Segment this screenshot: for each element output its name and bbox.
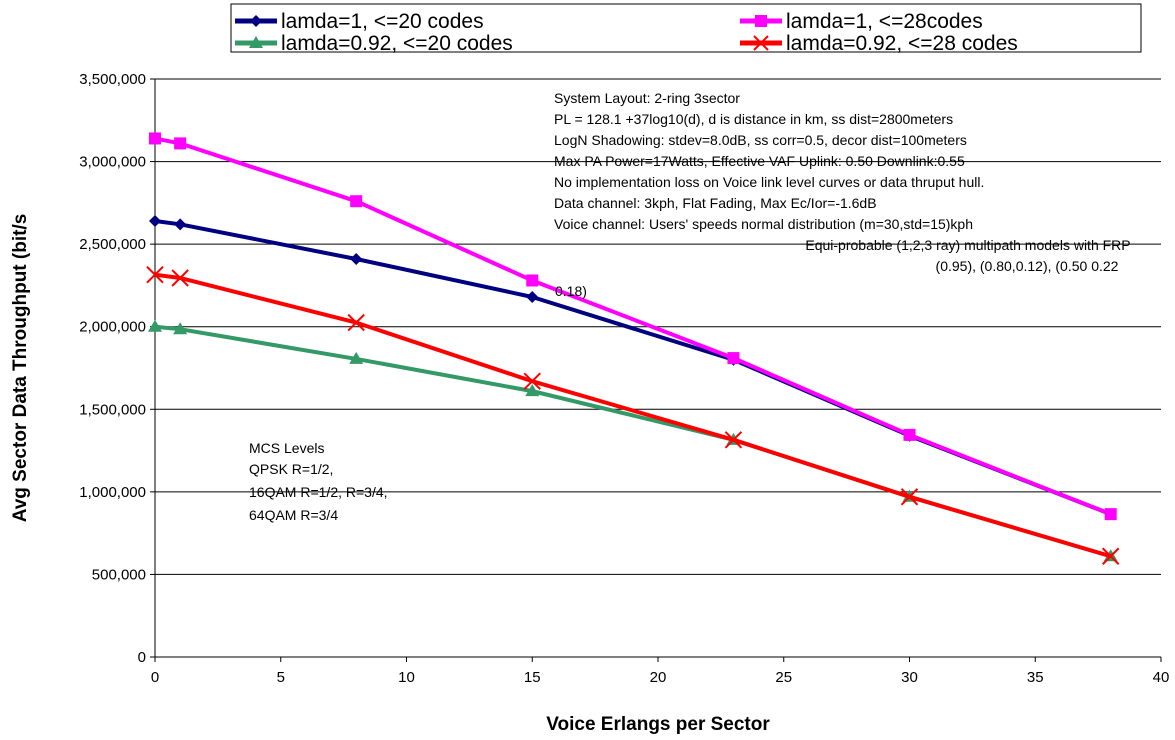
- note-line-3: LogN Shadowing: stdev=8.0dB, ss corr=0.5…: [554, 132, 967, 148]
- legend-label-1: lamda=1, <=20 codes: [281, 10, 484, 33]
- point-s2-6: [903, 428, 916, 441]
- point-s3-2: [173, 322, 188, 335]
- point-s3-4: [525, 384, 540, 397]
- x-tick-label-7: 35: [1027, 669, 1044, 686]
- point-s1-3: [350, 253, 363, 266]
- point-s1-2: [174, 218, 187, 231]
- x-tick-label-3: 15: [524, 669, 541, 686]
- point-s4-4: [523, 372, 541, 390]
- y-axis-title: Avg Sector Data Throughput (bit/s: [10, 214, 31, 523]
- y-tick-label-0: 0: [138, 649, 146, 666]
- x-tick-label-4: 20: [650, 669, 667, 686]
- y-tick-label-7: 3,500,000: [79, 71, 146, 88]
- legend-entry-3: lamda=0.92, <=20 codes: [235, 32, 513, 55]
- point-s3-3: [349, 351, 364, 364]
- x-tick-label-1: 5: [277, 669, 285, 686]
- y-tick-label-1: 500,000: [92, 566, 146, 583]
- x-axis-ticks: 0 5 10 15 20 25 30 35 40: [151, 657, 1170, 686]
- series-layer: [146, 132, 1120, 565]
- legend-marker-1: [250, 15, 262, 27]
- x-axis-title: Voice Erlangs per Sector: [546, 714, 770, 735]
- note-line-7: Voice channel: Users' speeds normal dist…: [554, 216, 973, 232]
- point-s4-2: [171, 269, 189, 287]
- gridlines: [155, 78, 1161, 575]
- point-s2-4: [526, 274, 539, 287]
- x-tick-label-2: 10: [398, 669, 415, 686]
- note-line-8: Equi-probable (1,2,3 ray) multipath mode…: [805, 237, 1130, 253]
- legend-entry-1: lamda=1, <=20 codes: [235, 10, 484, 33]
- legend-entry-4: lamda=0.92, <=28 codes: [740, 32, 1018, 55]
- point-s1-1: [149, 215, 161, 228]
- point-s4-7: [1101, 547, 1120, 565]
- mcs-line-2: QPSK R=1/2,: [249, 461, 333, 477]
- y-tick-label-4: 2,000,000: [79, 319, 146, 336]
- point-s1-4: [526, 290, 539, 303]
- point-s4-5: [724, 431, 743, 449]
- legend: lamda=1, <=20 codes lamda=1, <=28codes l…: [230, 3, 1142, 55]
- mcs-line-1: MCS Levels: [249, 440, 324, 456]
- legend-marker-3: [249, 36, 263, 48]
- legend-box: [230, 3, 1142, 53]
- note-line-6: Data channel: 3kph, Flat Fading, Max Ec/…: [554, 195, 877, 211]
- x-tick-label-6: 30: [901, 669, 918, 686]
- legend-marker-4: [753, 35, 769, 51]
- note-line-1: System Layout: 2-ring 3sector: [554, 90, 740, 106]
- legend-marker-2: [755, 15, 767, 27]
- y-axis-ticks: 0 500,000 1,000,000 1,500,000 2,000,000 2,500…: [79, 71, 155, 666]
- series-2: [149, 132, 1117, 521]
- y-tick-label-5: 2,500,000: [79, 236, 146, 253]
- point-s2-3: [350, 195, 363, 208]
- mcs-line-3: 16QAM R=1/2, R=3/4,: [249, 484, 388, 500]
- point-s2-1: [149, 132, 161, 145]
- mcs-annotation: MCS Levels QPSK R=1/2, 16QAM R=1/2, R=3/…: [249, 440, 388, 523]
- point-s2-2: [174, 137, 187, 150]
- point-s4-3: [347, 313, 365, 332]
- y-tick-label-6: 3,000,000: [79, 154, 146, 171]
- note-fragment: 0.18): [555, 283, 587, 299]
- point-s3-1: [148, 319, 162, 332]
- legend-label-2: lamda=1, <=28codes: [786, 10, 983, 33]
- note-line-9: (0.95), (0.80,0.12), (0.50 0.22: [936, 258, 1119, 274]
- point-s4-6: [900, 488, 919, 506]
- y-tick-label-2: 1,000,000: [79, 484, 146, 501]
- point-s2-7: [1104, 508, 1117, 521]
- note-line-5: No implementation loss on Voice link lev…: [554, 174, 984, 190]
- legend-entry-2: lamda=1, <=28codes: [740, 10, 983, 33]
- point-s2-5: [727, 352, 740, 365]
- x-tick-label-8: 40: [1153, 669, 1170, 686]
- plot-area: 0 5 10 15 20 25 30 35 40 0 500,000 1,000,000 1,500,…: [79, 71, 1169, 686]
- point-s4-1: [146, 265, 164, 284]
- note-line-4: Max PA Power=17Watts, Effective VAF Upli…: [554, 153, 965, 169]
- x-tick-label-0: 0: [151, 669, 159, 686]
- legend-label-3: lamda=0.92, <=20 codes: [281, 32, 513, 55]
- series-4: [146, 265, 1120, 565]
- y-tick-label-3: 1,500,000: [79, 401, 146, 418]
- mcs-line-4: 64QAM R=3/4: [249, 507, 338, 523]
- x-tick-label-5: 25: [775, 669, 792, 686]
- note-line-2: PL = 128.1 +37log10(d), d is distance in…: [554, 111, 953, 127]
- system-annotation: System Layout: 2-ring 3sector PL = 128.1…: [554, 90, 1131, 299]
- legend-label-4: lamda=0.92, <=28 codes: [786, 32, 1018, 55]
